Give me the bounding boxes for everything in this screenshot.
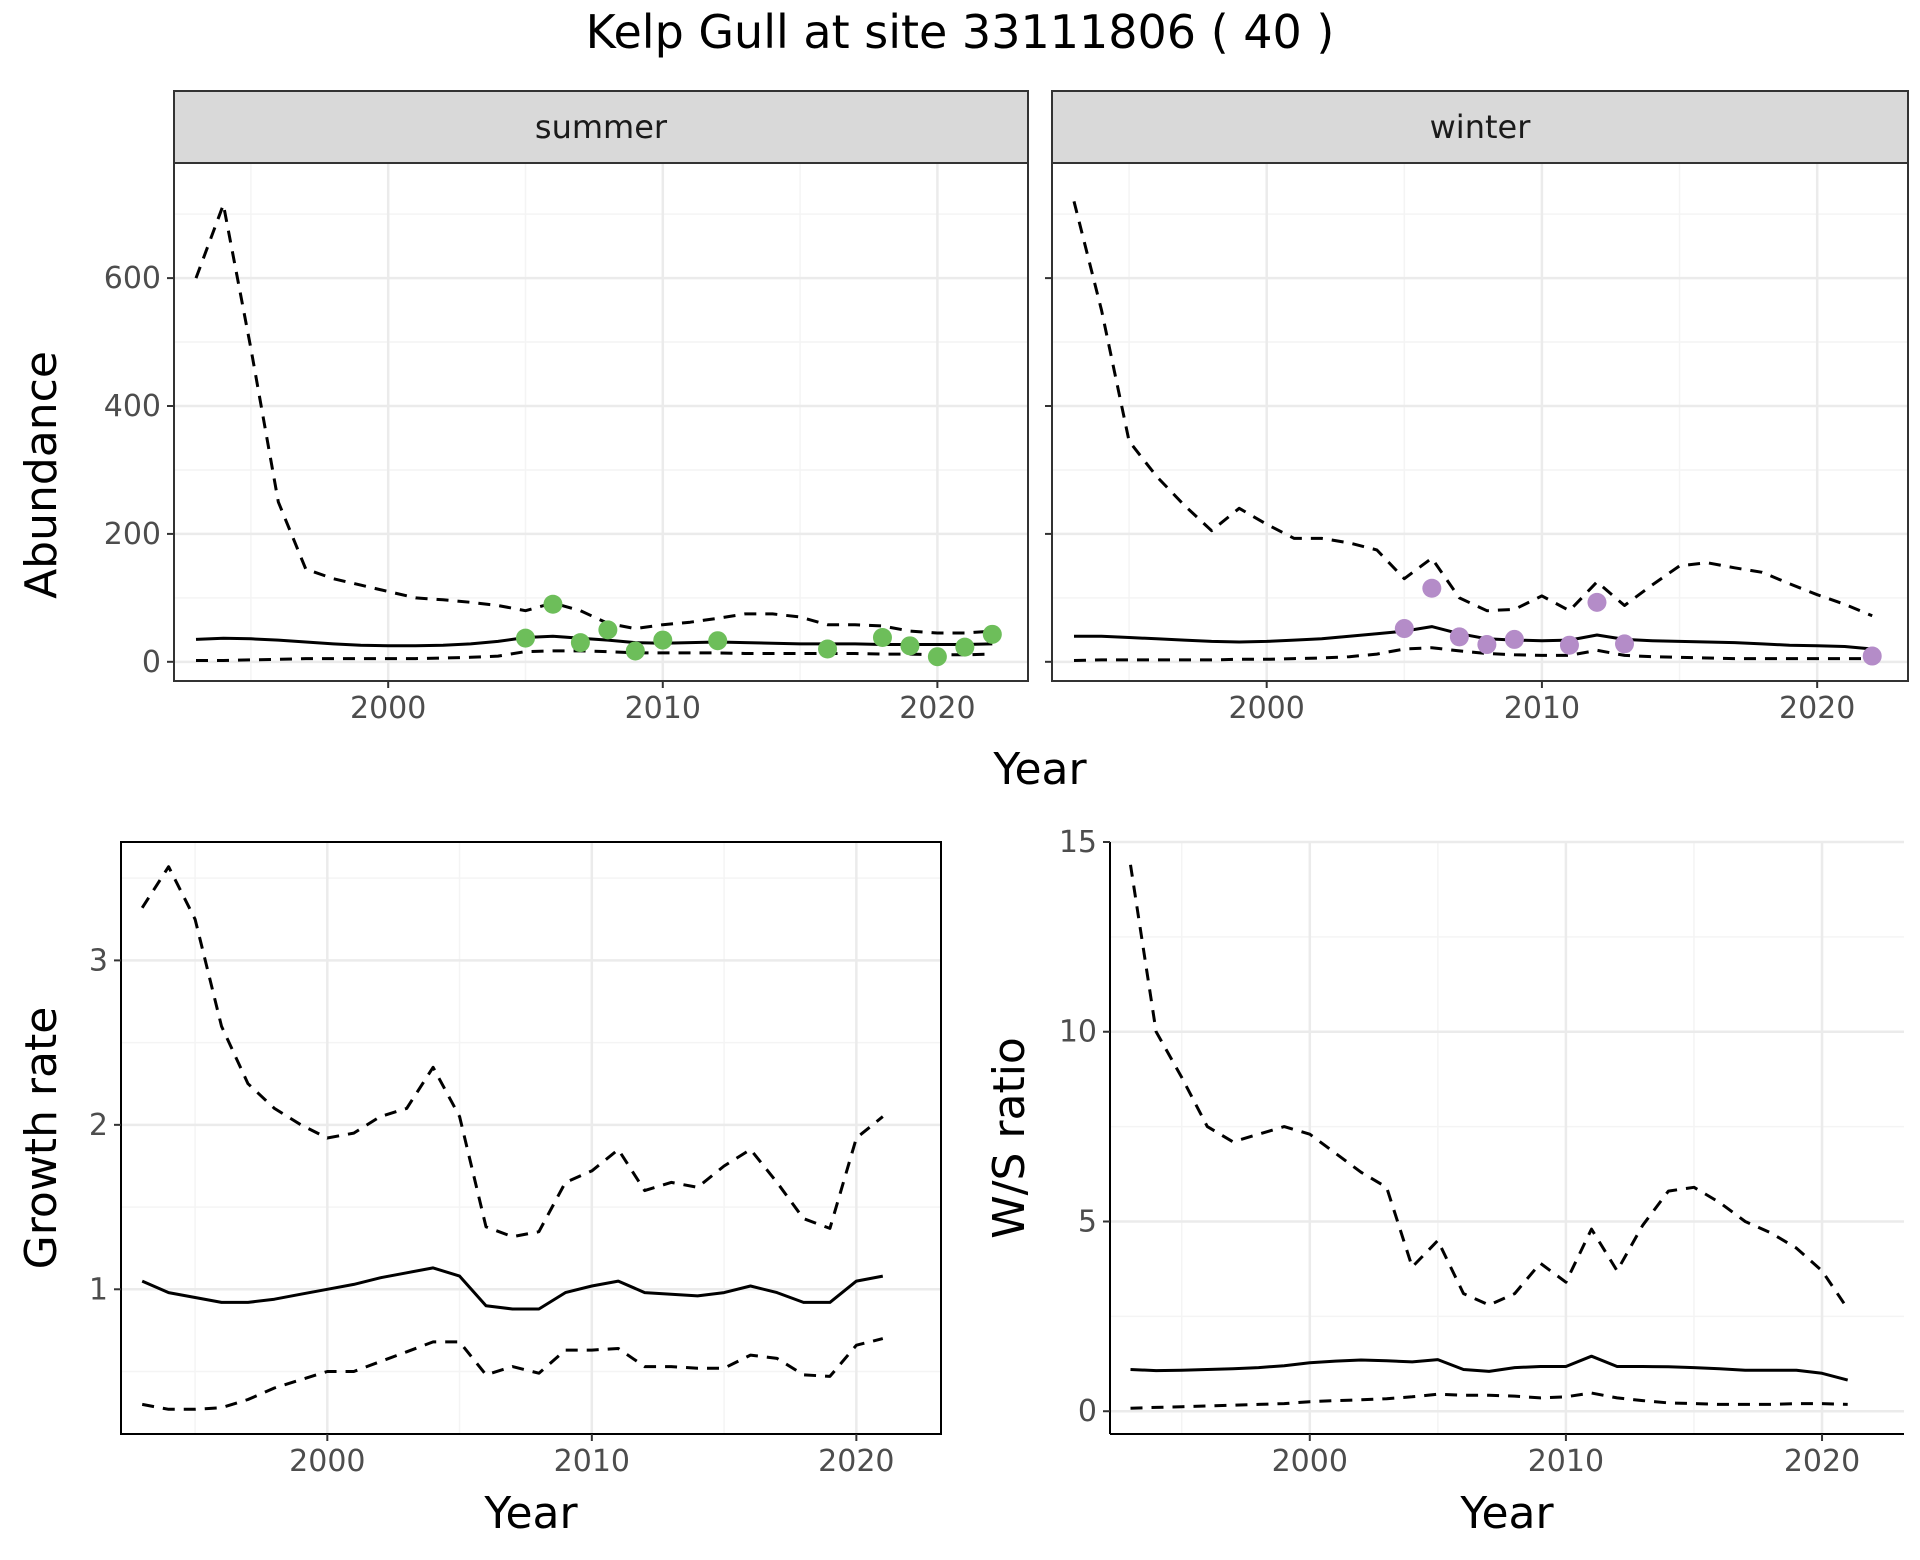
- x-tick-label: 2020: [1779, 691, 1855, 726]
- figure-title: Kelp Gull at site 33111806 ( 40 ): [586, 5, 1335, 59]
- y-tick-label: 600: [104, 261, 161, 296]
- top-x-axis-title: Year: [992, 744, 1087, 795]
- x-tick-label: 2010: [625, 691, 701, 726]
- x-tick-label: 2020: [899, 691, 975, 726]
- upper-bound-line: [140, 865, 884, 1239]
- panel-ws-ratio: 2000 2010 2020 0 5 10 15 Year W/S ratio: [984, 825, 1904, 1539]
- y-tick-label: 15: [1059, 825, 1097, 860]
- x-tick-label: 2020: [1784, 1444, 1860, 1479]
- plot-background: [121, 842, 941, 1434]
- panel-growth-rate: 2000 2010 2020 1 2 3 Year Growth rate: [16, 841, 942, 1539]
- x-axis-title: Year: [1459, 1488, 1554, 1539]
- data-point: [1862, 646, 1882, 666]
- data-point: [515, 628, 535, 648]
- facet-strip-label: summer: [535, 108, 668, 146]
- plot-background: [174, 163, 1028, 681]
- data-point: [872, 628, 892, 648]
- data-point: [625, 641, 645, 661]
- median-line: [1074, 625, 1873, 651]
- data-point: [1449, 627, 1469, 647]
- y-tick-label: 200: [104, 517, 161, 552]
- data-point: [598, 620, 618, 640]
- data-point: [1477, 635, 1497, 655]
- data-point: [653, 630, 673, 650]
- lower-bound-line: [1130, 1391, 1848, 1410]
- x-tick-label: 2000: [350, 691, 426, 726]
- y-tick-label: 400: [104, 389, 161, 424]
- panel-winter: winter 2000 2010 2020: [1045, 90, 1909, 726]
- data-point: [927, 647, 947, 667]
- median-line: [195, 634, 993, 648]
- data-point: [1504, 629, 1524, 649]
- upper-bound-line: [194, 203, 993, 635]
- lower-bound-line: [1073, 646, 1873, 662]
- y-axis-title: Growth rate: [16, 1007, 67, 1270]
- data-point: [982, 624, 1002, 644]
- data-point: [570, 633, 590, 653]
- x-tick-label: 2010: [1504, 691, 1580, 726]
- y-tick-label: 3: [89, 943, 108, 978]
- x-tick-label: 2020: [818, 1444, 894, 1479]
- lower-bound-line: [196, 649, 993, 662]
- y-axis-title: W/S ratio: [984, 1037, 1035, 1239]
- facet-strip-label: winter: [1430, 108, 1532, 146]
- plot-background: [1052, 163, 1908, 681]
- top-y-axis-title: Abundance: [16, 351, 67, 599]
- data-point: [543, 594, 563, 614]
- facet-strip: [1051, 90, 1909, 164]
- panel-summer: summer 2000 2010 2020 0 200 400 600: [104, 90, 1029, 726]
- x-tick-label: 2000: [1229, 691, 1305, 726]
- y-tick-label: 0: [1078, 1394, 1097, 1429]
- y-tick-label: 5: [1078, 1204, 1097, 1239]
- data-point: [955, 637, 975, 657]
- data-point: [1422, 578, 1442, 598]
- data-point: [1587, 592, 1607, 612]
- panel-frame: [120, 841, 942, 1435]
- median-line: [1130, 1354, 1849, 1382]
- lower-bound-line: [141, 1337, 884, 1411]
- upper-bound-line: [1129, 864, 1849, 1310]
- x-tick-label: 2000: [1272, 1444, 1348, 1479]
- y-tick-label: 1: [89, 1272, 108, 1307]
- x-tick-label: 2000: [289, 1444, 365, 1479]
- y-tick-label: 0: [142, 645, 161, 680]
- data-point: [1615, 634, 1635, 654]
- data-point: [900, 636, 920, 656]
- y-tick-label: 10: [1059, 1015, 1097, 1050]
- data-point: [1559, 635, 1579, 655]
- data-point: [1394, 619, 1414, 639]
- x-tick-label: 2010: [554, 1444, 630, 1479]
- y-tick-label: 2: [89, 1108, 108, 1143]
- x-axis-title: Year: [483, 1488, 578, 1539]
- upper-bound-line: [1072, 201, 1873, 618]
- data-point: [708, 631, 728, 651]
- data-point: [818, 639, 838, 659]
- facet-strip: [173, 90, 1029, 164]
- x-tick-label: 2010: [1528, 1444, 1604, 1479]
- median-line: [141, 1266, 884, 1311]
